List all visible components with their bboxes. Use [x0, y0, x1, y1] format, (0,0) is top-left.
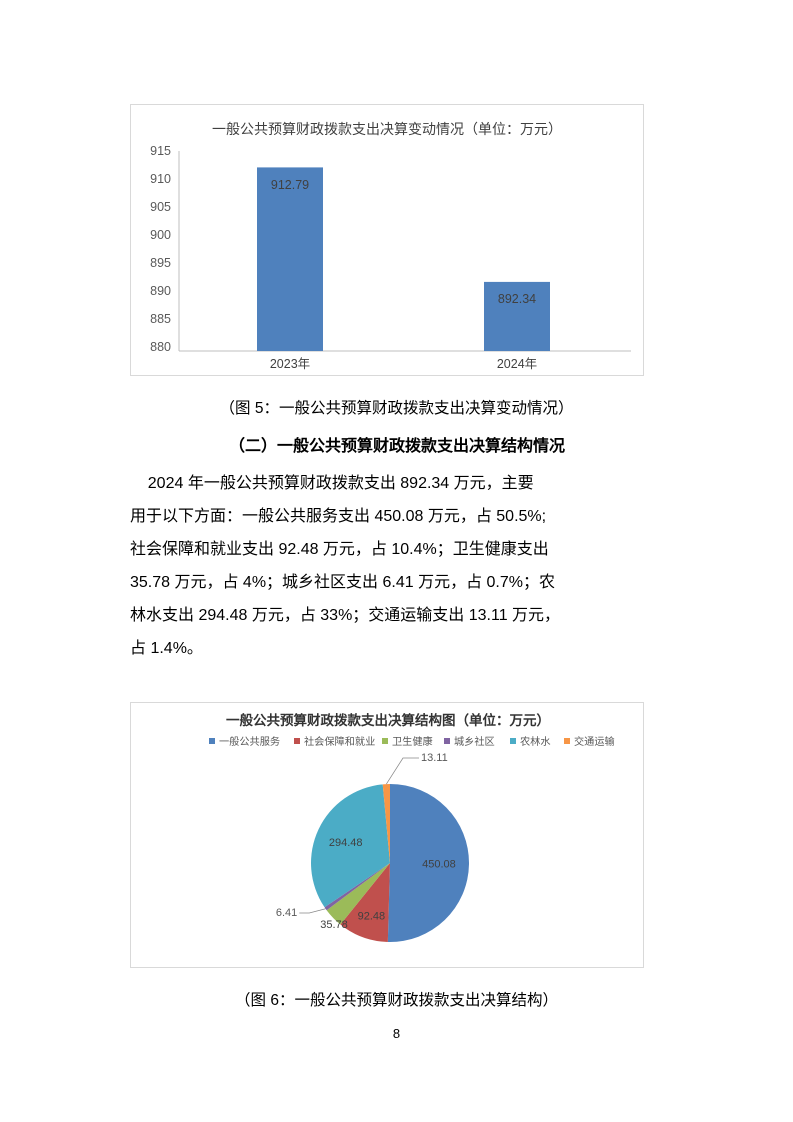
svg-text:294.48: 294.48: [329, 837, 363, 849]
svg-text:885: 885: [150, 312, 171, 326]
svg-text:895: 895: [150, 256, 171, 270]
svg-text:一般公共服务: 一般公共服务: [219, 735, 280, 748]
svg-text:6.41: 6.41: [276, 907, 297, 919]
svg-text:905: 905: [150, 200, 171, 214]
svg-text:一般公共预算财政拨款支出决算结构图（单位：万元）: 一般公共预算财政拨款支出决算结构图（单位：万元）: [226, 712, 550, 728]
svg-text:农林水: 农林水: [520, 735, 551, 748]
svg-text:社会保障和就业: 社会保障和就业: [304, 735, 375, 748]
svg-text:35.78: 35.78: [320, 919, 348, 931]
svg-text:92.48: 92.48: [358, 910, 386, 922]
svg-text:13.11: 13.11: [421, 752, 448, 764]
svg-text:卫生健康: 卫生健康: [392, 735, 433, 748]
svg-text:交通运输: 交通运输: [574, 735, 615, 748]
svg-text:城乡社区: 城乡社区: [454, 735, 495, 748]
svg-text:892.34: 892.34: [498, 292, 536, 306]
svg-text:450.08: 450.08: [422, 859, 456, 871]
svg-text:880: 880: [150, 340, 171, 354]
svg-text:910: 910: [150, 172, 171, 186]
svg-text:912.79: 912.79: [271, 178, 309, 192]
svg-text:890: 890: [150, 284, 171, 298]
svg-text:900: 900: [150, 228, 171, 242]
svg-text:2024年: 2024年: [497, 357, 537, 371]
svg-text:915: 915: [150, 144, 171, 158]
svg-text:2023年: 2023年: [270, 357, 310, 371]
